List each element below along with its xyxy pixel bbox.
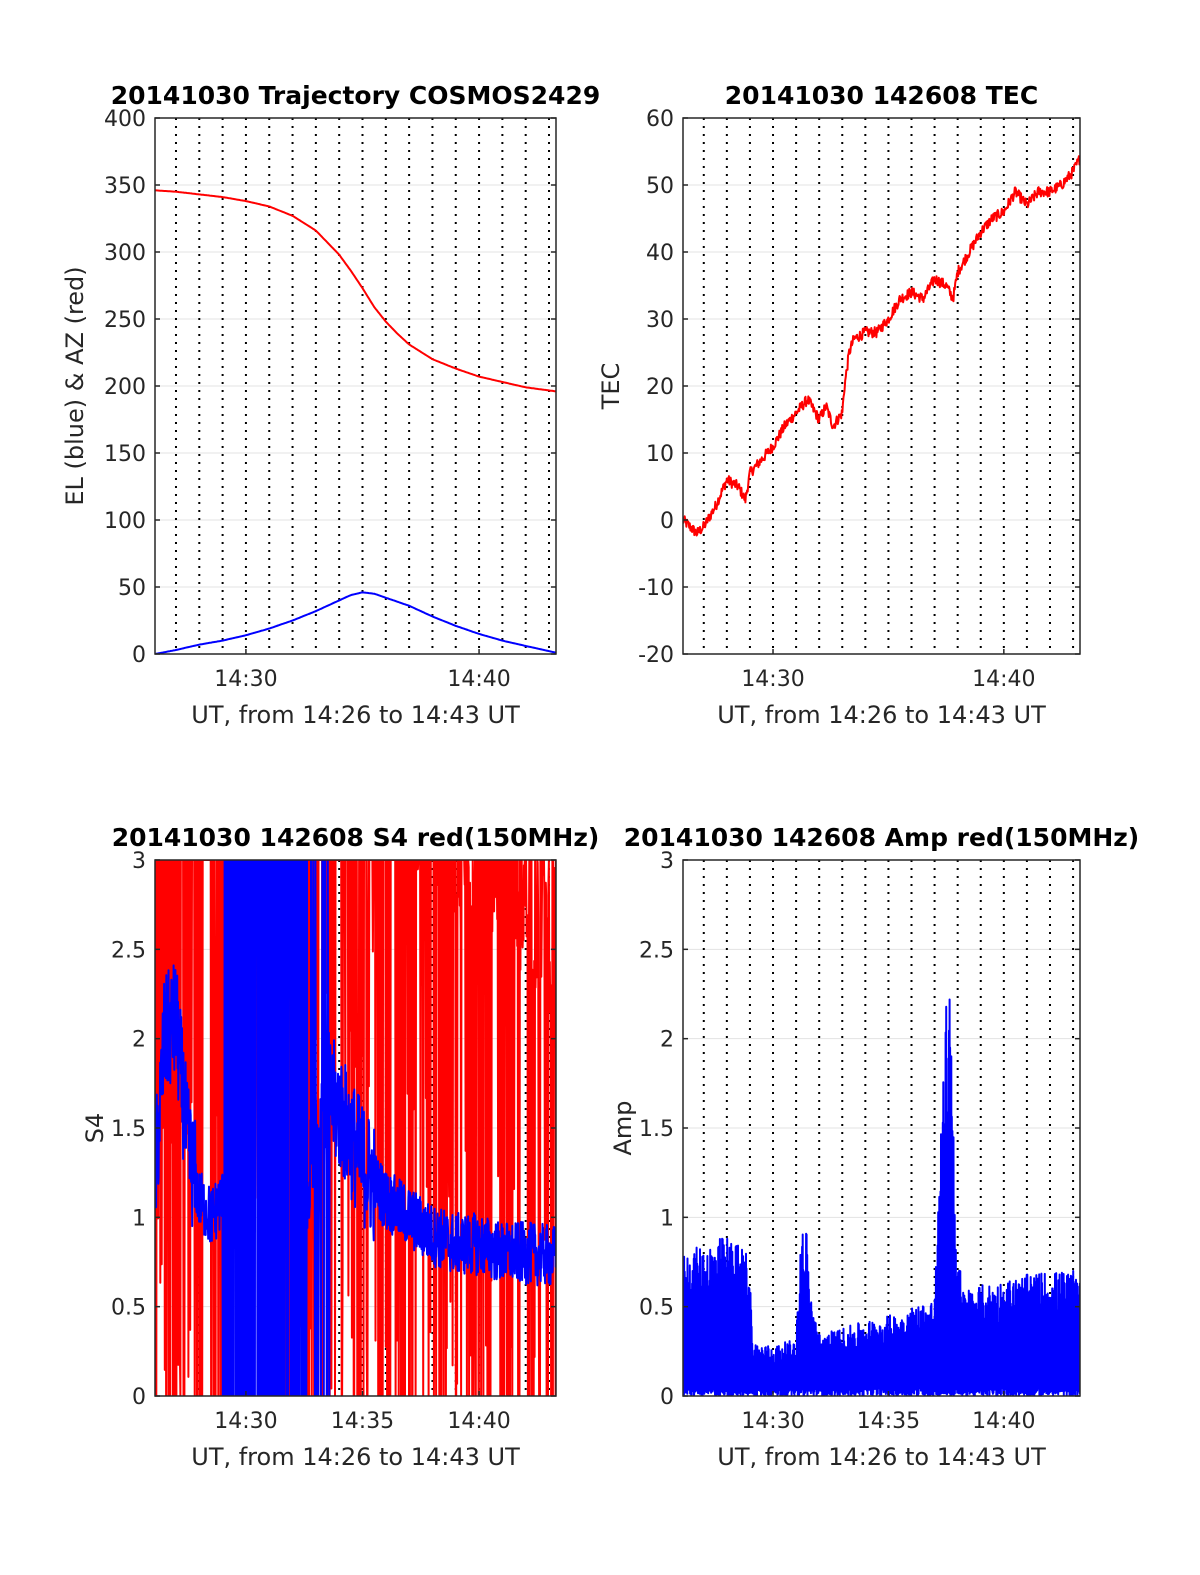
y-tick-label: 1.5: [639, 1117, 674, 1142]
y-tick-label: 3: [132, 849, 146, 874]
y-tick-label: 2.5: [111, 938, 146, 963]
y-axis-label: EL (blue) & AZ (red): [61, 266, 89, 505]
y-tick-label: -10: [638, 576, 674, 601]
x-axis-label: UT, from 14:26 to 14:43 UT: [717, 701, 1046, 729]
y-tick-label: 100: [104, 509, 146, 534]
y-tick-label: 50: [646, 174, 674, 199]
plot-area: [155, 189, 556, 654]
y-tick-label: 0: [132, 1385, 146, 1410]
series-line-1: [683, 998, 1080, 1396]
x-tick-label: 14:40: [972, 1409, 1035, 1434]
y-tick-label: 300: [104, 241, 146, 266]
x-tick-label: 14:30: [741, 1409, 804, 1434]
y-tick-label: 10: [646, 442, 674, 467]
y-tick-label: 0.5: [111, 1296, 146, 1321]
y-tick-label: 200: [104, 375, 146, 400]
y-tick-label: 0.5: [639, 1296, 674, 1321]
y-tick-label: 250: [104, 308, 146, 333]
x-tick-label: 14:30: [214, 1409, 277, 1434]
y-tick-label: 60: [646, 107, 674, 132]
chart-s4: 0 0.5 1 1.5 2 2.5 3 14:30 14:35 14:40 20141030 142…: [81, 823, 599, 1471]
chart-tec: -20 -10 0 10 20 30 40 50 60 14:30 14:40 20141030 14…: [597, 81, 1081, 729]
y-tick-label: 350: [104, 174, 146, 199]
series-line-2: [155, 860, 556, 1396]
chart-title: 20141030 Trajectory COSMOS2429: [111, 81, 601, 110]
y-tick-label: 0: [660, 509, 674, 534]
series-line-1: [683, 155, 1080, 537]
series-line-1: [155, 189, 556, 393]
chart-trajectory: 0 50 100 150 200 250 300 350 400 14:30 14:40 201410…: [61, 81, 600, 729]
x-tick-label: 14:40: [447, 1409, 510, 1434]
x-tick-label: 14:35: [857, 1409, 920, 1434]
x-axis-label: UT, from 14:26 to 14:43 UT: [717, 1443, 1046, 1471]
chart-title: 20141030 142608 TEC: [725, 81, 1038, 110]
x-tick-label: 14:35: [331, 1409, 394, 1434]
y-tick-label: 2: [132, 1028, 146, 1053]
y-axis-label: Amp: [609, 1100, 637, 1155]
plot-area: [155, 860, 556, 1396]
y-tick-label: 30: [646, 308, 674, 333]
chart-title: 20141030 142608 S4 red(150MHz): [112, 823, 600, 852]
y-tick-label: 1: [660, 1206, 674, 1231]
y-tick-label: 1.5: [111, 1117, 146, 1142]
series-line-2: [155, 591, 556, 654]
y-tick-label: 1: [132, 1206, 146, 1231]
y-axis-label: TEC: [597, 363, 625, 411]
y-tick-label: 0: [132, 643, 146, 668]
y-tick-label: 3: [660, 849, 674, 874]
x-axis-label: UT, from 14:26 to 14:43 UT: [191, 701, 520, 729]
y-tick-label: 0: [660, 1385, 674, 1410]
y-tick-label: 40: [646, 241, 674, 266]
y-tick-label: 2.5: [639, 938, 674, 963]
plot-area: [683, 998, 1080, 1396]
x-tick-label: 14:30: [741, 667, 804, 692]
y-axis-label: S4: [81, 1113, 109, 1144]
plot-area: [683, 155, 1080, 537]
y-tick-label: 50: [118, 576, 146, 601]
chart-title: 20141030 142608 Amp red(150MHz): [624, 823, 1140, 852]
y-tick-label: -20: [638, 643, 674, 668]
x-tick-label: 14:30: [214, 667, 277, 692]
y-tick-label: 150: [104, 442, 146, 467]
x-tick-label: 14:40: [447, 667, 510, 692]
y-tick-label: 20: [646, 375, 674, 400]
x-axis-label: UT, from 14:26 to 14:43 UT: [191, 1443, 520, 1471]
chart-amp: 0 0.5 1 1.5 2 2.5 3 14:30 14:35 14:40 20141030 142…: [609, 823, 1139, 1471]
y-tick-label: 2: [660, 1028, 674, 1053]
y-tick-label: 400: [104, 107, 146, 132]
x-tick-label: 14:40: [972, 667, 1035, 692]
